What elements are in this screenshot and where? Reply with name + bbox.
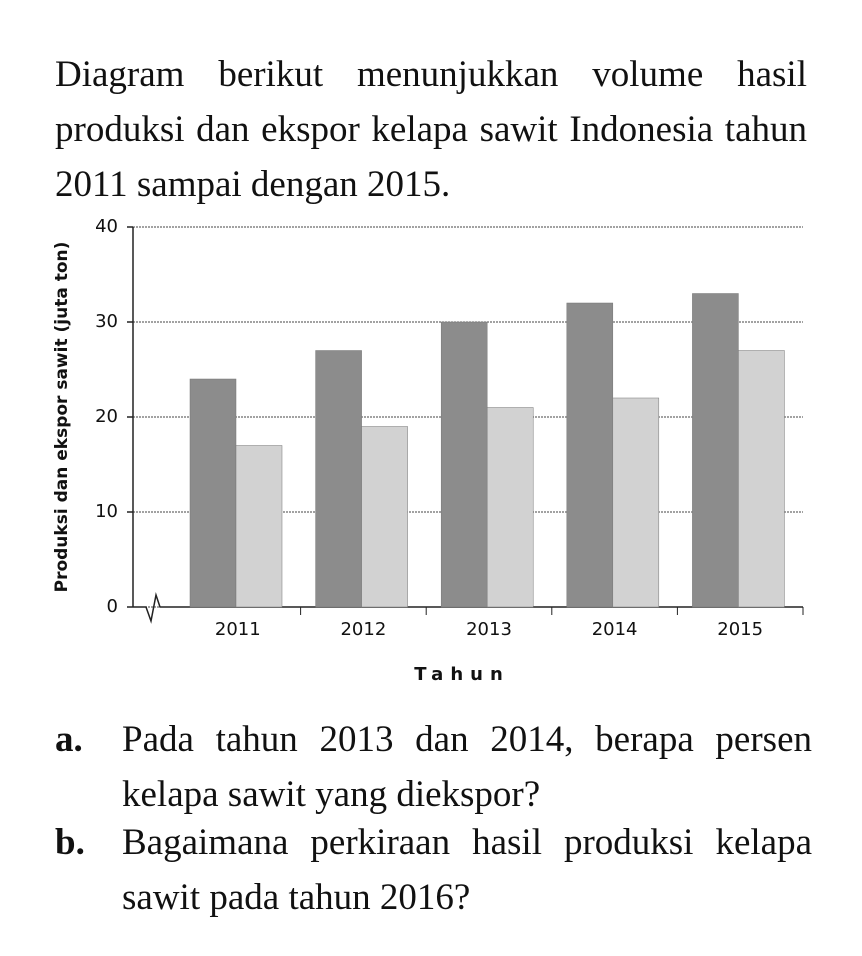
bar — [440, 321, 488, 608]
y-tick-label: 0 — [107, 596, 118, 617]
x-tick-label: 2014 — [592, 619, 638, 640]
question-text: Bagaimana perkiraan hasil produksi kelap… — [122, 822, 812, 918]
bar — [738, 350, 785, 608]
question-label: b. — [55, 822, 85, 863]
bar — [235, 445, 283, 608]
x-tick-label: 2012 — [340, 619, 386, 640]
y-tick-label: 30 — [95, 311, 118, 332]
y-tick-label: 10 — [95, 501, 118, 522]
y-tick-label: 20 — [95, 406, 118, 427]
x-tick-label: 2015 — [717, 619, 763, 640]
y-tick-label: 40 — [95, 216, 118, 237]
bar — [486, 407, 534, 608]
x-axis-title: Tahun — [414, 664, 510, 685]
bar — [692, 293, 739, 608]
question-label: a. — [55, 719, 83, 760]
x-tick-label: 2013 — [466, 619, 512, 640]
bar — [361, 426, 408, 608]
bar — [566, 302, 614, 608]
question-text: Pada tahun 2013 dan 2014, berapa persen … — [122, 719, 812, 815]
intro-text: Diagram berikut menunjukkan volume hasil… — [55, 54, 807, 205]
bar — [315, 350, 362, 608]
x-tick-label: 2011 — [215, 619, 261, 640]
bar — [189, 378, 237, 608]
y-axis-title: Produksi dan ekspor sawit (juta ton) — [52, 242, 72, 593]
bar — [612, 397, 660, 608]
